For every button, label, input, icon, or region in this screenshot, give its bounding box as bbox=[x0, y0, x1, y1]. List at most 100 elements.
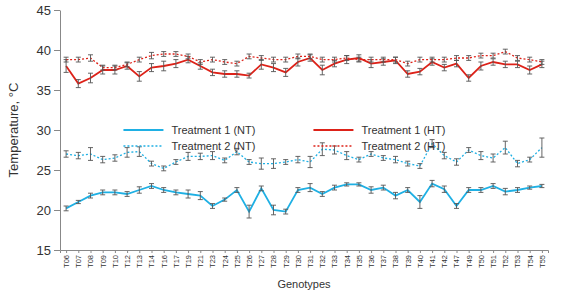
error-cap bbox=[491, 154, 496, 155]
error-cap bbox=[503, 141, 508, 142]
error-bar bbox=[271, 57, 276, 62]
error-stem bbox=[78, 80, 79, 88]
error-cap bbox=[332, 57, 337, 58]
error-cap bbox=[271, 62, 276, 63]
error-bar bbox=[527, 186, 532, 189]
error-bar bbox=[442, 57, 447, 62]
error-bar bbox=[125, 148, 130, 158]
error-stem bbox=[285, 209, 286, 214]
legend-label: Treatment 2 (HT) bbox=[361, 140, 445, 152]
error-cap bbox=[88, 198, 93, 199]
error-bar bbox=[332, 185, 337, 190]
error-stem bbox=[432, 180, 433, 186]
error-cap bbox=[64, 62, 69, 63]
error-cap bbox=[344, 151, 349, 152]
error-cap bbox=[88, 82, 93, 83]
error-cap bbox=[430, 180, 435, 181]
error-cap bbox=[442, 158, 447, 159]
error-cap bbox=[198, 59, 203, 60]
x-tick-label: T29 bbox=[282, 255, 291, 268]
error-stem bbox=[285, 68, 286, 76]
error-stem bbox=[78, 152, 79, 158]
error-cap bbox=[356, 157, 361, 158]
error-cap bbox=[149, 58, 154, 59]
y-tick-label: 25 bbox=[37, 163, 51, 178]
error-cap bbox=[478, 151, 483, 152]
x-tick: T28 bbox=[269, 250, 278, 268]
legend-item: Treatment 2 (HT) bbox=[313, 140, 445, 152]
legend-item: Treatment 1 (HT) bbox=[313, 124, 445, 136]
error-stem bbox=[224, 198, 225, 201]
error-cap bbox=[137, 193, 142, 194]
error-cap bbox=[186, 54, 191, 55]
error-cap bbox=[527, 157, 532, 158]
error-bar bbox=[515, 61, 520, 67]
x-tick-label: T41 bbox=[428, 255, 437, 268]
error-bar bbox=[527, 66, 532, 74]
error-bar bbox=[417, 57, 422, 62]
x-tick-label: T36 bbox=[367, 255, 376, 268]
error-bar bbox=[210, 152, 215, 160]
x-tick-label: T10 bbox=[111, 255, 120, 268]
error-stem bbox=[468, 56, 469, 61]
error-stem bbox=[249, 73, 250, 78]
error-stem bbox=[90, 73, 91, 83]
error-stem bbox=[78, 200, 79, 203]
series-line bbox=[66, 52, 542, 68]
error-cap bbox=[405, 70, 410, 71]
x-tick-mark bbox=[408, 250, 409, 253]
error-cap bbox=[466, 192, 471, 193]
error-stem bbox=[188, 54, 189, 59]
error-stem bbox=[139, 57, 140, 62]
error-stem bbox=[505, 188, 506, 194]
error-stem bbox=[200, 153, 201, 159]
error-cap bbox=[271, 63, 276, 64]
error-stem bbox=[151, 64, 152, 72]
x-tick: T53 bbox=[513, 250, 522, 268]
x-tick-mark bbox=[542, 250, 543, 253]
y-tick-mark bbox=[54, 50, 60, 51]
error-cap bbox=[478, 70, 483, 71]
error-bar bbox=[76, 152, 81, 158]
x-tick-mark bbox=[420, 250, 421, 253]
error-cap bbox=[149, 63, 154, 64]
error-stem bbox=[273, 64, 274, 72]
error-cap bbox=[271, 214, 276, 215]
error-cap bbox=[320, 142, 325, 143]
plot-area: 15202530354045T06T07T08T09T10T12T13T14T1… bbox=[37, 3, 549, 268]
error-stem bbox=[188, 152, 189, 160]
error-cap bbox=[308, 167, 313, 168]
error-cap bbox=[515, 67, 520, 68]
error-cap bbox=[295, 66, 300, 67]
x-tick-label: T06 bbox=[62, 255, 71, 268]
error-bar bbox=[64, 57, 69, 62]
error-cap bbox=[112, 65, 117, 66]
x-tick: T52 bbox=[501, 250, 510, 268]
error-cap bbox=[405, 161, 410, 162]
error-bar bbox=[405, 71, 410, 77]
x-tick: T39 bbox=[404, 250, 413, 268]
error-bar bbox=[527, 57, 532, 62]
error-bar bbox=[356, 183, 361, 186]
x-tick: T35 bbox=[355, 250, 364, 268]
y-tick: 35 bbox=[37, 83, 60, 98]
error-cap bbox=[356, 62, 361, 63]
x-tick: T19 bbox=[184, 250, 193, 268]
error-cap bbox=[332, 66, 337, 67]
error-cap bbox=[454, 60, 459, 61]
x-tick-mark bbox=[432, 250, 433, 253]
error-stem bbox=[419, 57, 420, 62]
x-tick-label: T17 bbox=[172, 255, 181, 268]
x-tick: T49 bbox=[465, 250, 474, 268]
error-cap bbox=[320, 191, 325, 192]
x-tick-label: T38 bbox=[391, 255, 400, 268]
error-stem bbox=[212, 152, 213, 160]
chart: 15202530354045T06T07T08T09T10T12T13T14T1… bbox=[0, 0, 562, 292]
x-tick-mark bbox=[66, 250, 67, 253]
error-cap bbox=[503, 154, 508, 155]
error-cap bbox=[161, 51, 166, 52]
error-stem bbox=[346, 56, 347, 61]
error-cap bbox=[417, 68, 422, 69]
error-cap bbox=[112, 194, 117, 195]
x-tick-mark bbox=[335, 250, 336, 253]
